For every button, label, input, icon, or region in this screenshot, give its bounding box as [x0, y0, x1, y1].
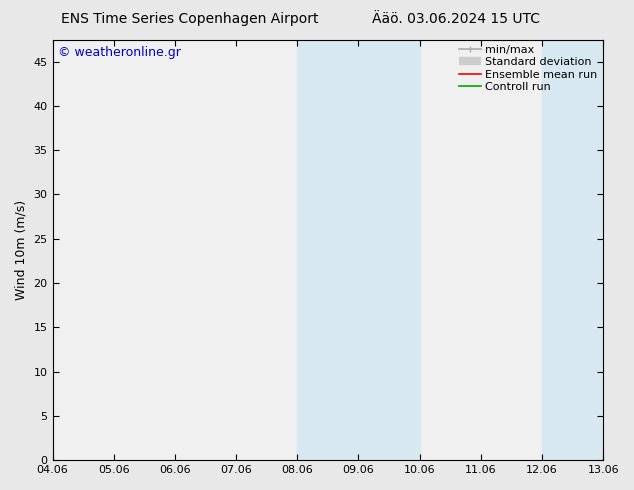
Text: © weatheronline.gr: © weatheronline.gr	[58, 46, 181, 59]
Legend: min/max, Standard deviation, Ensemble mean run, Controll run: min/max, Standard deviation, Ensemble me…	[455, 42, 601, 95]
Text: Ääö. 03.06.2024 15 UTC: Ääö. 03.06.2024 15 UTC	[373, 12, 540, 26]
Bar	[542, 40, 603, 460]
Bar	[297, 40, 420, 460]
Text: ENS Time Series Copenhagen Airport: ENS Time Series Copenhagen Airport	[61, 12, 319, 26]
Y-axis label: Wind 10m (m/s): Wind 10m (m/s)	[15, 200, 28, 300]
